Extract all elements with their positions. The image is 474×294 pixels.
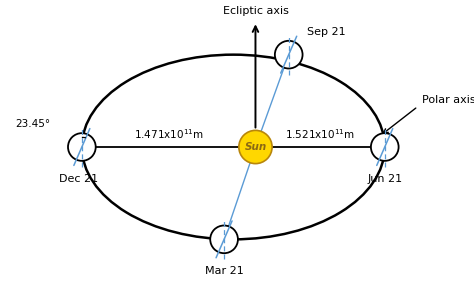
Circle shape bbox=[239, 130, 272, 164]
Text: Sun: Sun bbox=[244, 142, 266, 152]
Text: Polar axis: Polar axis bbox=[422, 94, 474, 105]
Circle shape bbox=[210, 225, 238, 253]
Circle shape bbox=[371, 133, 399, 161]
Text: 1.521x10$^{11}$m: 1.521x10$^{11}$m bbox=[285, 127, 355, 141]
Text: Jun 21: Jun 21 bbox=[367, 174, 402, 184]
Text: Mar 21: Mar 21 bbox=[205, 266, 244, 276]
Circle shape bbox=[275, 41, 302, 69]
Text: Sep 21: Sep 21 bbox=[307, 27, 346, 37]
Text: Dec 21: Dec 21 bbox=[59, 174, 98, 184]
Circle shape bbox=[68, 133, 96, 161]
Text: Ecliptic axis: Ecliptic axis bbox=[222, 6, 288, 16]
Text: 1.471x10$^{11}$m: 1.471x10$^{11}$m bbox=[134, 127, 204, 141]
Text: 23.45°: 23.45° bbox=[15, 118, 50, 128]
